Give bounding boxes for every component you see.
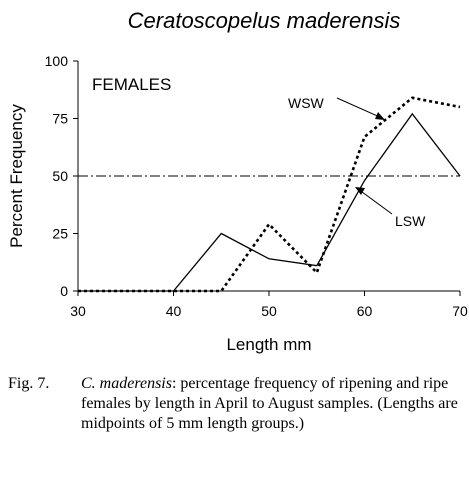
annotation-wsw-arrow [336, 97, 383, 119]
annotation-lsw-label: LSW [395, 213, 426, 229]
series-line-lsw [78, 112, 461, 292]
caption-body: C. maderensis: percentage frequency of r… [81, 374, 461, 434]
caption-species: C. maderensis [81, 375, 172, 392]
y-tick-label-100: 100 [45, 53, 69, 69]
y-tick-label-25: 25 [52, 226, 68, 242]
y-tick-label-0: 0 [60, 283, 68, 299]
x-tick-label-60: 60 [357, 303, 373, 319]
figure-label: Fig. 7. [8, 375, 50, 392]
chart-title: Ceratoscopelus maderensis [128, 8, 401, 33]
x-axis-label: Length mm [226, 335, 311, 354]
y-tick-label-75: 75 [52, 111, 68, 127]
y-tick-label-50: 50 [52, 168, 68, 184]
annotation-lsw-arrow [357, 188, 393, 215]
x-ticks: 30 40 50 60 70 [70, 291, 468, 319]
annotation-lsw-arrowhead [355, 187, 365, 195]
y-axis-label: Percent Frequency [7, 104, 26, 248]
chart: Ceratoscopelus maderensis Percent Freque… [7, 8, 468, 354]
annotation-wsw-arrowhead [375, 112, 385, 120]
x-tick-label-30: 30 [70, 303, 86, 319]
annotation-wsw-label: WSW [288, 95, 325, 111]
x-tick-label-70: 70 [452, 303, 468, 319]
x-tick-label-40: 40 [166, 303, 182, 319]
x-tick-label-50: 50 [261, 303, 277, 319]
y-ticks: 0 25 50 75 100 [45, 53, 78, 299]
caption-text: : percentage frequency of ripening and r… [81, 375, 458, 432]
panel-label: FEMALES [92, 75, 171, 94]
